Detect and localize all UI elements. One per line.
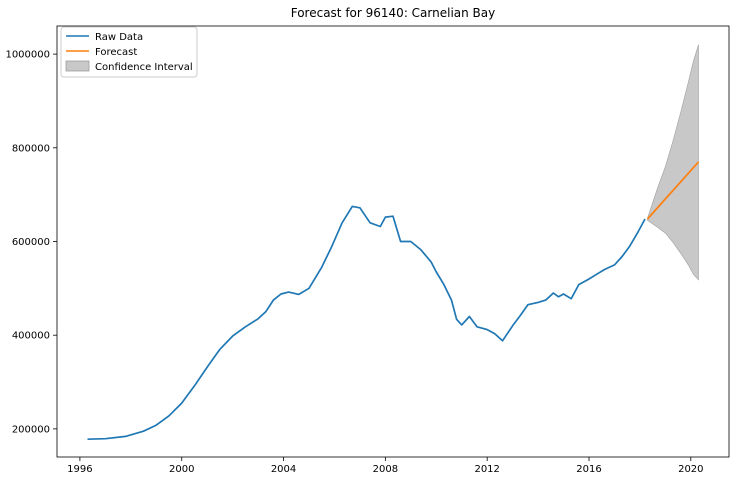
x-tick-label: 2000 bbox=[169, 464, 194, 475]
x-tick-label: 2016 bbox=[576, 464, 601, 475]
y-tick-label: 600000 bbox=[12, 237, 50, 248]
legend-forecast-label: Forecast bbox=[95, 47, 137, 58]
plot-frame bbox=[56, 25, 730, 458]
y-tick-label: 1000000 bbox=[5, 50, 50, 61]
x-tick-label: 2008 bbox=[373, 464, 398, 475]
y-tick-label: 200000 bbox=[12, 424, 50, 435]
series-line-raw-data bbox=[87, 205, 646, 441]
legend-confidence-interval-label: Confidence Interval bbox=[95, 62, 193, 73]
y-tick-label: 400000 bbox=[12, 331, 50, 342]
axes: 1996 2000 2004 2008 2012 2016 2020 200000 400000… bbox=[5, 25, 730, 475]
chart-title: Forecast for 96140: Carnelian Bay bbox=[291, 6, 496, 20]
legend-frame bbox=[60, 26, 198, 78]
confidence-interval-band bbox=[647, 44, 699, 281]
plot-area bbox=[87, 44, 700, 441]
x-tick-label: 2004 bbox=[271, 464, 296, 475]
x-tick-label: 1996 bbox=[67, 464, 92, 475]
series-line-forecast bbox=[646, 161, 700, 220]
y-tick-label: 800000 bbox=[12, 143, 50, 154]
legend-raw-data-label: Raw Data bbox=[95, 32, 143, 43]
legend: Raw Data Forecast Confidence Interval bbox=[60, 26, 198, 78]
x-tick-label: 2020 bbox=[678, 464, 703, 475]
legend-confidence-interval-swatch bbox=[65, 60, 90, 72]
x-tick-label: 2012 bbox=[474, 464, 499, 475]
